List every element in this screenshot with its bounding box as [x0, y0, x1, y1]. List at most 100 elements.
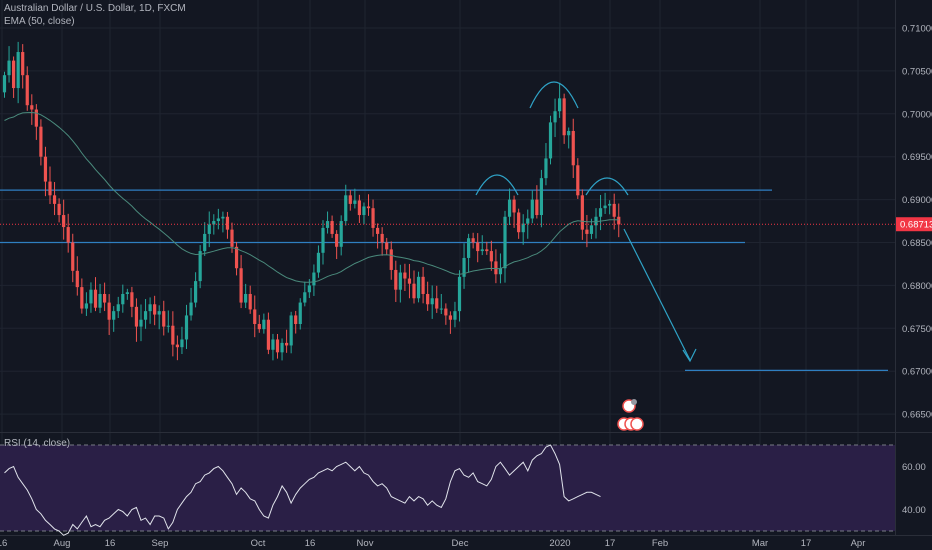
candle-up: [553, 111, 557, 123]
candle-down: [617, 216, 621, 225]
candle-up: [567, 130, 571, 136]
candle-up: [307, 285, 311, 293]
candle-up: [221, 216, 225, 219]
candle-down: [171, 325, 175, 345]
candle-up: [462, 257, 466, 277]
drawings[interactable]: [0, 81, 895, 363]
candle-down: [407, 278, 412, 284]
time-tick-label: Mar: [752, 538, 768, 549]
candle-down: [412, 283, 416, 299]
candle-down: [71, 242, 75, 271]
candle-up: [298, 302, 302, 325]
candle-down: [80, 287, 84, 309]
time-tick-label: 16: [0, 538, 7, 549]
rsi-tick-label: 60.00: [902, 462, 926, 473]
candle-down: [57, 203, 61, 216]
candle-down: [489, 251, 493, 262]
candle-up: [430, 298, 434, 305]
rsi-legend[interactable]: RSI (14, close): [4, 438, 71, 449]
left-shoulder-arc: [475, 174, 519, 196]
right-shoulder-arc: [585, 177, 629, 196]
candle-down: [93, 289, 98, 308]
candle-down: [34, 109, 38, 127]
candle-up: [503, 216, 507, 269]
candle-up: [362, 206, 366, 216]
candle-down: [66, 227, 70, 243]
event-markers[interactable]: [617, 399, 644, 431]
candle-down: [175, 344, 179, 348]
candle-down: [330, 221, 334, 234]
candle-up: [121, 293, 125, 305]
candle-up: [280, 342, 284, 353]
candle-up: [84, 303, 88, 309]
candle-down: [107, 302, 111, 320]
head-arc: [529, 81, 579, 109]
candle-up: [453, 311, 457, 320]
candle-down: [234, 246, 239, 269]
ema-legend[interactable]: EMA (50, close): [4, 16, 75, 27]
candle-up: [544, 158, 548, 179]
candle-down: [230, 229, 234, 247]
candle-up: [125, 292, 129, 294]
candle-up: [271, 339, 275, 350]
candle-up: [303, 292, 307, 303]
candle-up: [244, 293, 248, 303]
candle-up: [598, 208, 603, 217]
candle-down: [435, 298, 439, 309]
candle-up: [16, 52, 20, 89]
time-tick-label: 2020: [549, 538, 570, 549]
candle-up: [203, 233, 207, 252]
candle-down: [494, 261, 498, 275]
candle-up: [180, 339, 184, 348]
candle-up: [2, 75, 7, 93]
candle-up: [439, 308, 443, 310]
candle-up: [166, 325, 170, 327]
horizontal-levels[interactable]: [0, 189, 888, 371]
candle-down: [612, 203, 616, 217]
candle-down: [348, 195, 352, 204]
candles: [2, 41, 621, 361]
candle-down: [62, 215, 66, 228]
candle-down: [421, 276, 425, 294]
candle-up: [548, 122, 553, 159]
time-axis[interactable]: 16 Aug 16 Sep Oct 16 Nov Dec 2020 17 Feb Mar 17 Apr: [0, 538, 865, 549]
projection-arrow-line: [623, 228, 691, 361]
rsi-band: [0, 445, 895, 531]
candle-up: [112, 311, 116, 320]
rsi-tick-label: 40.00: [902, 505, 926, 516]
candle-down: [517, 212, 521, 233]
candle-down: [376, 227, 380, 234]
candle-up: [139, 319, 143, 327]
candle-down: [248, 293, 252, 310]
symbol-legend[interactable]: Australian Dollar / U.S. Dollar, 1D, FXC…: [4, 3, 186, 14]
candle-up: [353, 200, 357, 204]
candle-down: [571, 130, 575, 166]
candle-down: [476, 242, 480, 252]
candle-up: [498, 268, 503, 275]
candle-down: [585, 229, 589, 234]
candle-up: [344, 195, 348, 222]
candle-up: [216, 218, 220, 222]
candle-down: [535, 199, 539, 216]
candle-up: [7, 60, 11, 76]
candle-up: [262, 319, 266, 330]
candle-down: [471, 238, 475, 243]
candle-up: [312, 272, 316, 286]
candle-down: [21, 52, 25, 76]
event-marker-icon: [630, 417, 644, 431]
candle-down: [253, 309, 257, 325]
candle-down: [576, 165, 580, 196]
candle-up: [558, 98, 562, 112]
candle-down: [366, 206, 371, 209]
candle-up: [603, 205, 607, 209]
rsi-pane[interactable]: [0, 444, 895, 532]
candle-down: [394, 269, 398, 290]
time-tick-label: 17: [605, 538, 616, 549]
candle-down: [371, 208, 375, 228]
candle-up: [316, 252, 321, 273]
